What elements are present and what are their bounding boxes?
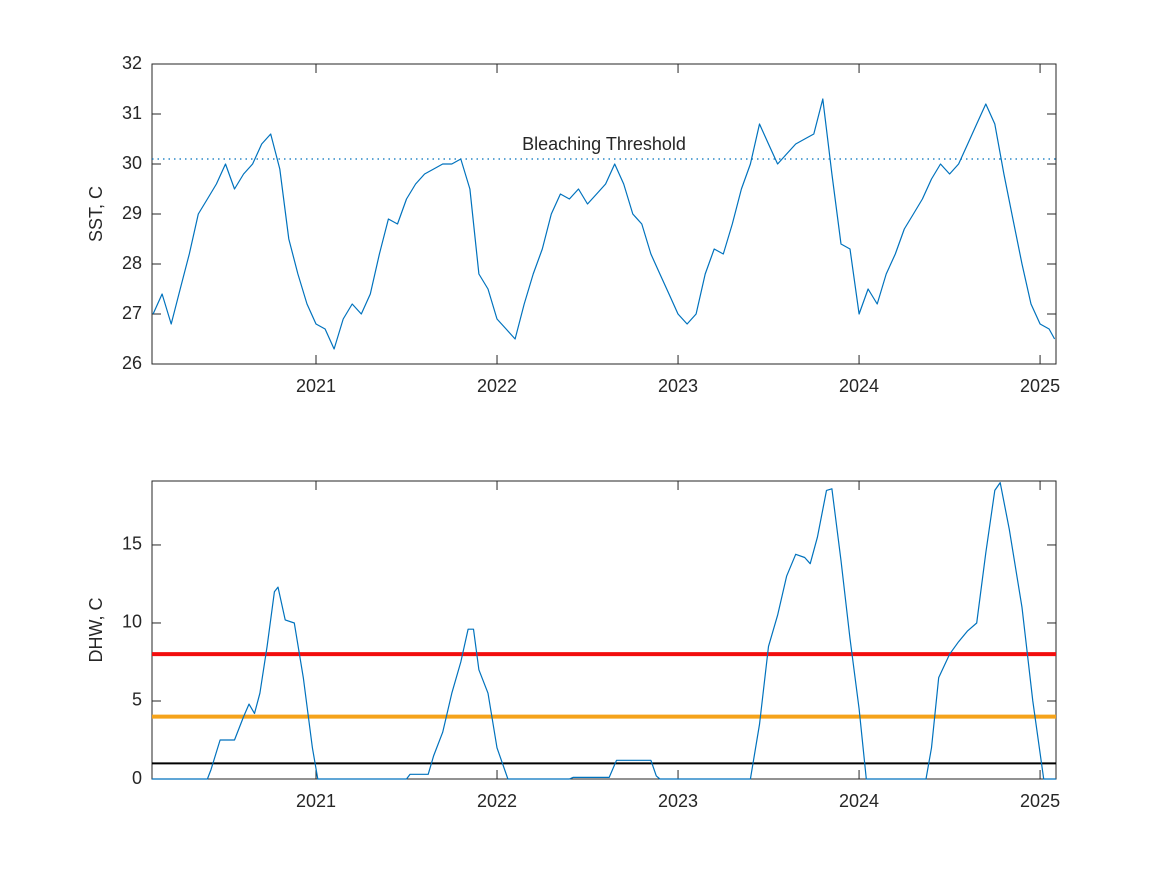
threshold-label: Bleaching Threshold [522,134,686,154]
x-tick-label: 2023 [658,376,698,396]
y-tick-label: 15 [122,534,142,554]
x-tick-label: 2021 [296,376,336,396]
x-tick-label: 2022 [477,376,517,396]
axes-box [151,480,1057,780]
y-tick-label: 29 [122,203,142,223]
x-tick-label: 2024 [839,376,879,396]
data-line [152,98,1056,350]
x-tick-label: 2021 [296,791,336,811]
y-tick-label: 30 [122,153,142,173]
x-tick-label: 2022 [477,791,517,811]
y-tick-label: 31 [122,103,142,123]
x-tick-label: 2023 [658,791,698,811]
y-tick-label: 26 [122,353,142,373]
y-tick-label: 0 [132,768,142,788]
x-tick-label: 2025 [1020,791,1060,811]
data-line [152,482,1056,780]
x-tick-label: 2025 [1020,376,1060,396]
axes-box [151,63,1057,365]
y-axis-label: SST, C [86,186,106,242]
y-tick-label: 5 [132,690,142,710]
y-tick-label: 10 [122,612,142,632]
y-tick-label: 27 [122,303,142,323]
x-tick-label: 2024 [839,791,879,811]
y-axis-label: DHW, C [86,598,106,663]
y-tick-label: 28 [122,253,142,273]
y-tick-label: 32 [122,53,142,73]
